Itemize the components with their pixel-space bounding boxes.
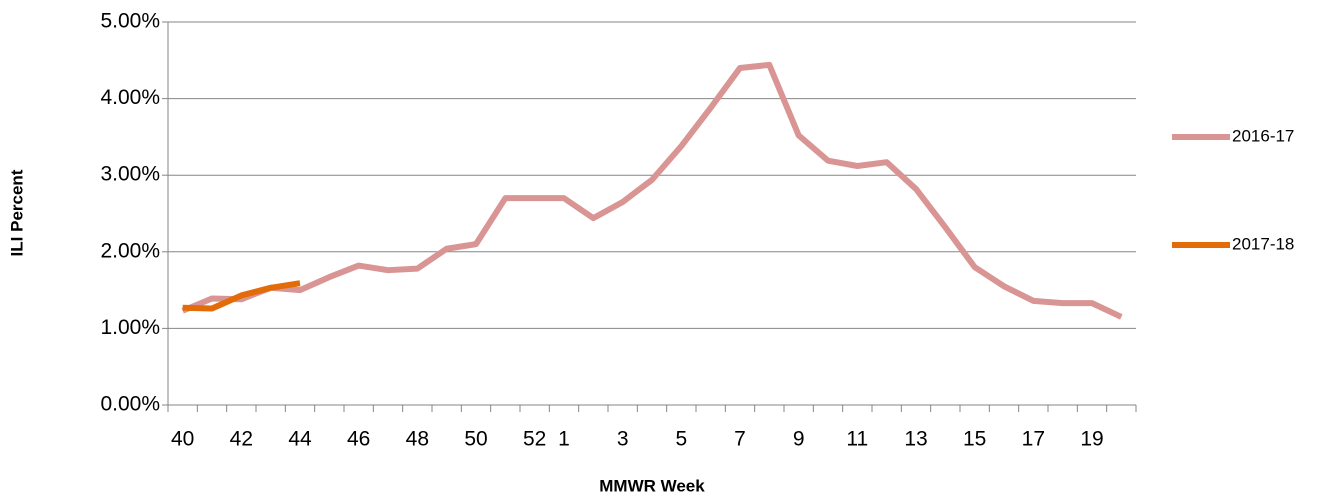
y-tick-label: 4.00% xyxy=(100,86,160,109)
x-tick-label: 5 xyxy=(675,428,687,451)
x-tick-label: 19 xyxy=(1080,428,1103,451)
y-tick-label: 2.00% xyxy=(100,239,160,262)
x-tick-label: 3 xyxy=(617,428,629,451)
x-tick-label: 50 xyxy=(464,428,487,451)
x-tick-label: 9 xyxy=(793,428,805,451)
series-line xyxy=(182,280,301,312)
series-line xyxy=(181,61,1123,320)
x-axis-title: MMWR Week xyxy=(599,476,705,495)
x-tick-label: 17 xyxy=(1022,428,1045,451)
y-tick-label: 0.00% xyxy=(100,393,160,416)
x-tick-label: 7 xyxy=(734,428,746,451)
x-tick-label: 11 xyxy=(846,428,868,451)
x-tick-label: 42 xyxy=(230,428,253,451)
x-tick-label: 40 xyxy=(171,428,194,451)
legend-label: 2016-17 xyxy=(1232,126,1294,145)
y-tick-label: 5.00% xyxy=(100,10,160,33)
x-tick-label: 1 xyxy=(558,428,570,451)
x-tick-label: 52 xyxy=(523,428,546,451)
y-tick-label: 1.00% xyxy=(100,316,160,339)
x-tick-label: 44 xyxy=(288,428,312,451)
x-tick-label: 15 xyxy=(963,428,986,451)
y-axis-title: ILI Percent xyxy=(7,169,26,256)
x-tick-label: 48 xyxy=(406,428,429,451)
x-tick-label: 13 xyxy=(904,428,927,451)
y-tick-label: 3.00% xyxy=(100,163,160,186)
x-tick-label: 46 xyxy=(347,428,370,451)
legend-label: 2017-18 xyxy=(1232,234,1294,253)
